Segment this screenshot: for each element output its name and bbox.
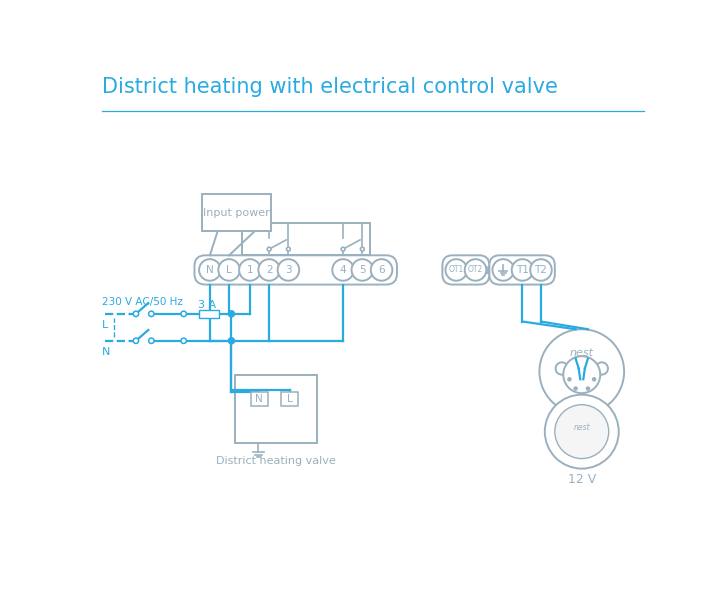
- Circle shape: [555, 405, 609, 459]
- FancyBboxPatch shape: [202, 194, 272, 232]
- Circle shape: [360, 247, 364, 251]
- Circle shape: [446, 259, 467, 281]
- Text: T1: T1: [516, 265, 529, 275]
- Circle shape: [586, 387, 590, 390]
- Text: N: N: [256, 394, 263, 405]
- FancyBboxPatch shape: [235, 375, 317, 443]
- Text: N: N: [206, 265, 214, 275]
- Circle shape: [267, 247, 271, 251]
- Circle shape: [287, 247, 290, 251]
- Circle shape: [545, 394, 619, 469]
- Text: Input power: Input power: [203, 208, 270, 218]
- Text: District heating with electrical control valve: District heating with electrical control…: [102, 77, 558, 97]
- Circle shape: [563, 356, 601, 393]
- Circle shape: [539, 329, 624, 414]
- Circle shape: [574, 387, 577, 390]
- Text: nest: nest: [574, 422, 590, 431]
- Circle shape: [181, 338, 186, 343]
- Circle shape: [258, 259, 280, 281]
- Text: 12 V: 12 V: [568, 473, 596, 486]
- Circle shape: [593, 378, 596, 381]
- FancyBboxPatch shape: [199, 310, 219, 318]
- Text: 230 V AC/50 Hz: 230 V AC/50 Hz: [102, 297, 183, 307]
- FancyBboxPatch shape: [489, 255, 555, 285]
- Text: District heating valve: District heating valve: [216, 456, 336, 466]
- FancyBboxPatch shape: [282, 393, 298, 406]
- Circle shape: [464, 259, 486, 281]
- Text: 2: 2: [266, 265, 272, 275]
- Circle shape: [492, 259, 514, 281]
- Circle shape: [530, 259, 552, 281]
- Text: 5: 5: [359, 265, 365, 275]
- Circle shape: [149, 338, 154, 343]
- Text: 1: 1: [247, 265, 253, 275]
- Circle shape: [218, 259, 240, 281]
- Text: T2: T2: [534, 265, 547, 275]
- Text: N: N: [102, 346, 111, 356]
- Circle shape: [341, 247, 345, 251]
- Circle shape: [352, 259, 373, 281]
- Circle shape: [239, 259, 261, 281]
- Circle shape: [149, 311, 154, 317]
- Text: 4: 4: [340, 265, 347, 275]
- Circle shape: [277, 259, 299, 281]
- Circle shape: [568, 378, 571, 381]
- Text: L: L: [287, 394, 293, 405]
- Text: OT1: OT1: [448, 266, 464, 274]
- Text: nest: nest: [570, 348, 594, 358]
- Circle shape: [596, 362, 608, 375]
- Circle shape: [133, 311, 138, 317]
- Circle shape: [371, 259, 392, 281]
- Text: L: L: [226, 265, 232, 275]
- FancyBboxPatch shape: [443, 255, 489, 285]
- Text: 6: 6: [379, 265, 385, 275]
- Circle shape: [512, 259, 533, 281]
- Text: 3: 3: [285, 265, 292, 275]
- Circle shape: [229, 311, 234, 317]
- FancyBboxPatch shape: [194, 255, 397, 285]
- FancyBboxPatch shape: [242, 223, 370, 255]
- FancyBboxPatch shape: [250, 393, 268, 406]
- Circle shape: [133, 338, 138, 343]
- Text: OT2: OT2: [468, 266, 483, 274]
- Text: 3 A: 3 A: [198, 299, 216, 309]
- Text: L: L: [102, 320, 108, 330]
- Circle shape: [199, 259, 221, 281]
- Circle shape: [229, 338, 234, 344]
- Circle shape: [181, 311, 186, 317]
- Circle shape: [332, 259, 354, 281]
- Circle shape: [555, 362, 568, 375]
